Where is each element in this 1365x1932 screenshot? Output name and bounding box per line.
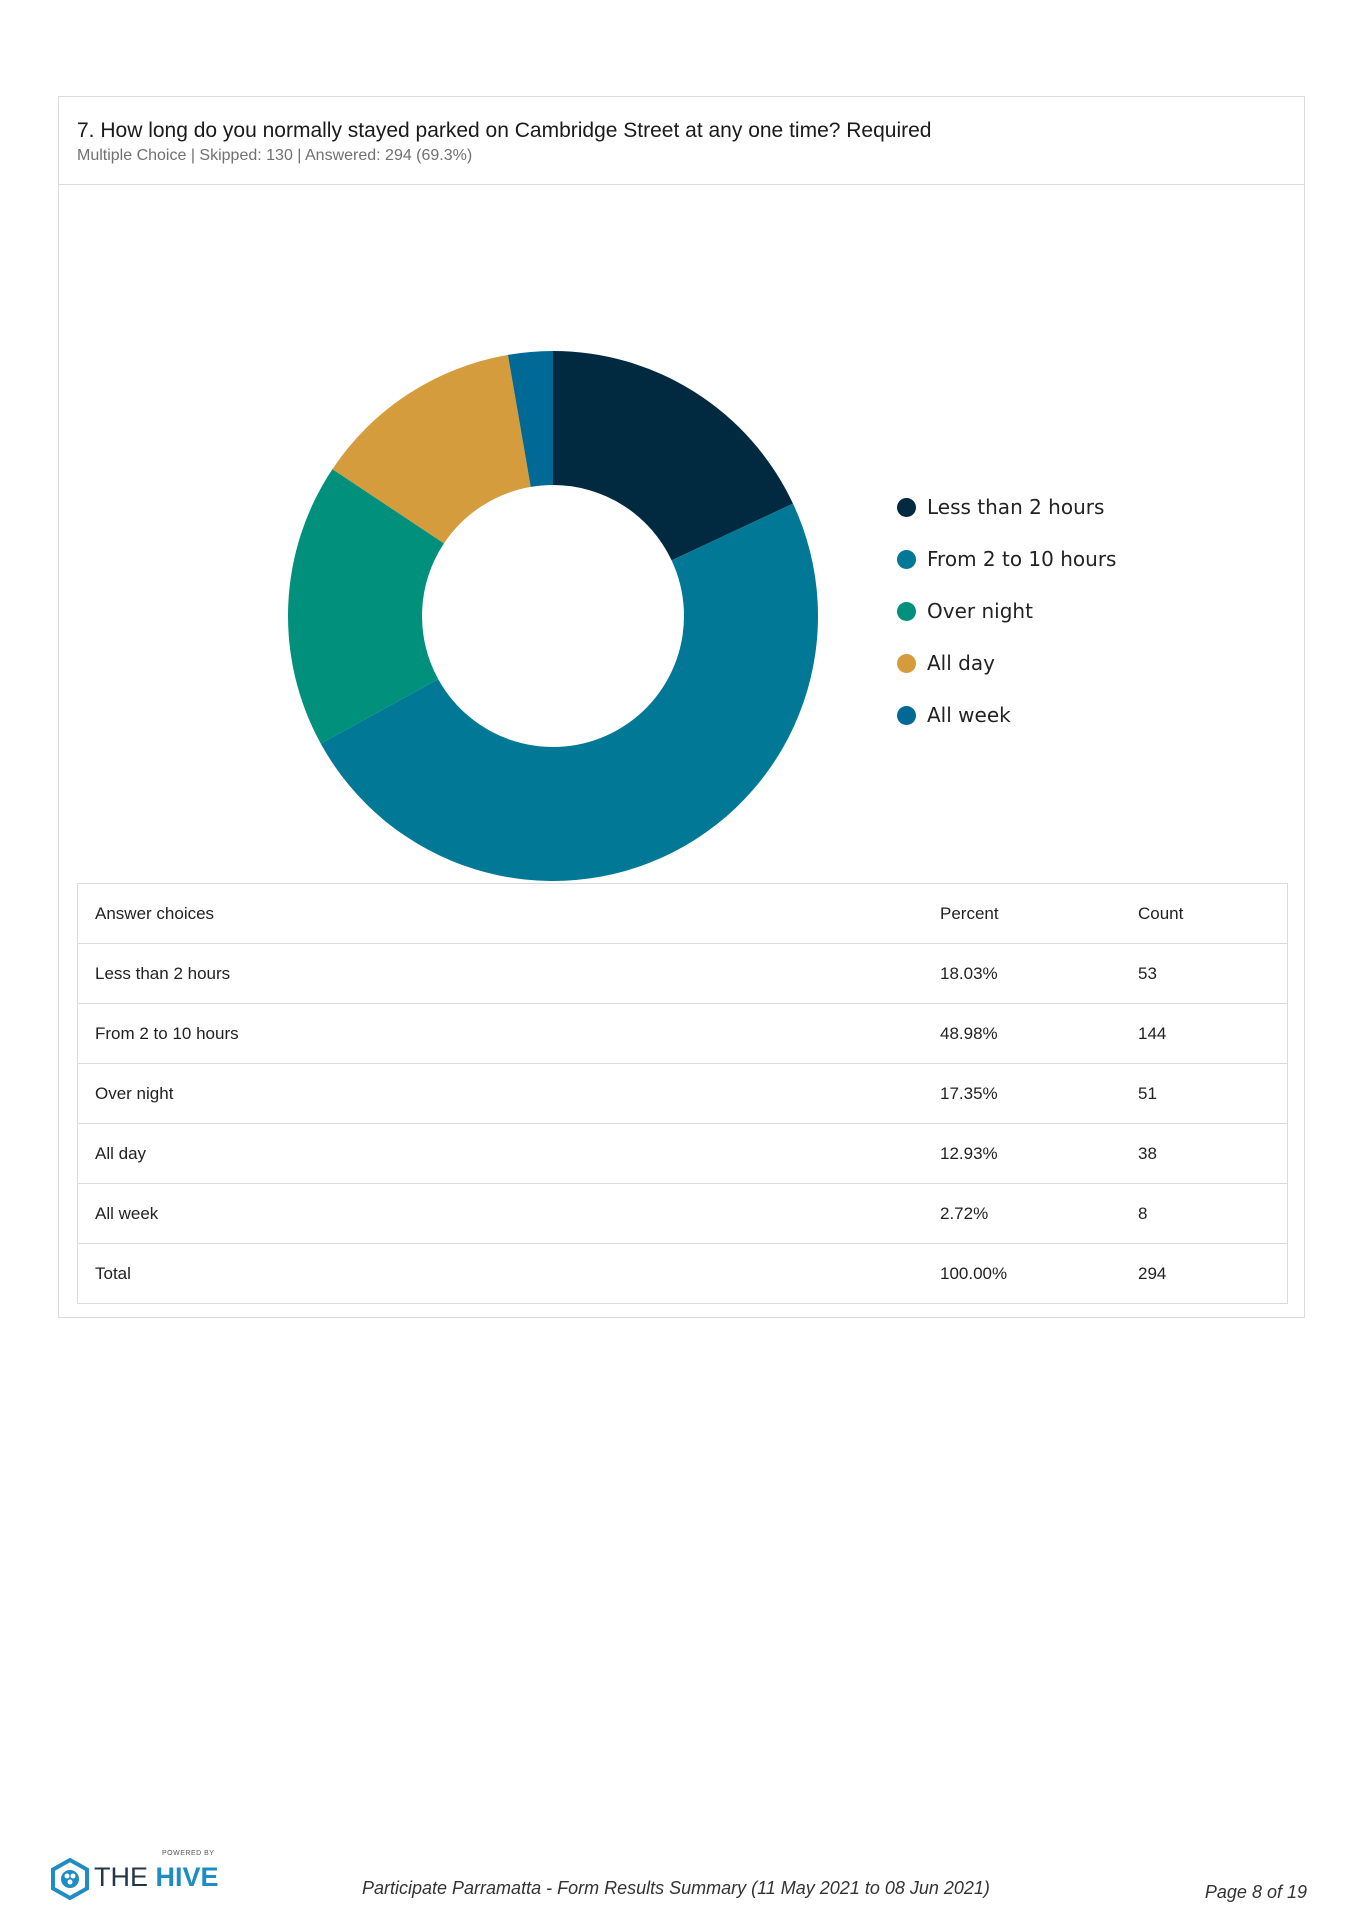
legend-dot-icon <box>897 550 916 569</box>
legend-label: Over night <box>927 599 1033 623</box>
row-percent: 18.03% <box>923 943 1121 1004</box>
legend-dot-icon <box>897 706 916 725</box>
table-row: All week 2.72% 8 <box>77 1183 1288 1244</box>
question-meta: Multiple Choice | Skipped: 130 | Answere… <box>77 147 473 164</box>
donut-chart: Less than 2 hours From 2 to 10 hours Over … <box>59 185 1304 885</box>
table-row: From 2 to 10 hours 48.98% 144 <box>77 1003 1288 1064</box>
hive-logo: POWERED BY THE HIVE <box>50 1850 220 1900</box>
row-choice: Less than 2 hours <box>77 943 923 1004</box>
table-row: All day 12.93% 38 <box>77 1123 1288 1184</box>
donut-slice-over-night <box>287 469 444 744</box>
total-count: 294 <box>1138 1263 1167 1283</box>
page-footer: POWERED BY THE HIVE Participate Parramat… <box>0 1850 1365 1910</box>
table-total-row: Total 100.00% 294 <box>78 1244 1288 1304</box>
row-percent: 48.98% <box>923 1003 1121 1064</box>
logo-the: THE <box>94 1862 148 1892</box>
footer-page-number: Page 8 of 19 <box>1204 1882 1307 1902</box>
legend-label: From 2 to 10 hours <box>927 547 1117 571</box>
donut-slice-less-than-2-hours <box>553 351 793 561</box>
row-choice: From 2 to 10 hours <box>77 1003 923 1064</box>
results-table: Answer choices Percent Count Less than 2… <box>77 883 1288 1304</box>
legend-dot-icon <box>897 602 916 621</box>
row-choice: All day <box>77 1123 923 1184</box>
table-row: Less than 2 hours 18.03% 53 <box>77 943 1288 1004</box>
legend-label: All week <box>927 703 1011 727</box>
legend-dot-icon <box>897 498 916 517</box>
legend-label: All day <box>927 651 995 675</box>
header-answer-choices: Answer choices <box>77 883 923 944</box>
row-count: 8 <box>1121 1183 1288 1244</box>
row-choice: All week <box>77 1183 923 1244</box>
question-title: 7. How long do you normally stayed parke… <box>77 119 932 142</box>
table-row: Over night 17.35% 51 <box>77 1063 1288 1124</box>
logo-powered-by: POWERED BY <box>162 1850 215 1857</box>
row-count: 53 <box>1121 943 1288 1004</box>
total-label: Total <box>95 1263 131 1283</box>
row-count: 38 <box>1121 1123 1288 1184</box>
donut-slice-from-2-to-10-hours <box>320 503 819 882</box>
footer-report-title: Participate Parramatta - Form Results Su… <box>362 1878 990 1898</box>
row-count: 144 <box>1121 1003 1288 1064</box>
logo-wordmark: THE HIVE <box>94 1862 219 1893</box>
donut-slice-all-week <box>507 351 553 487</box>
legend-label: Less than 2 hours <box>927 495 1105 519</box>
header-percent: Percent <box>923 883 1121 944</box>
row-count: 51 <box>1121 1063 1288 1124</box>
row-choice: Over night <box>77 1063 923 1124</box>
question-card: 7. How long do you normally stayed parke… <box>58 96 1305 1318</box>
logo-hive: HIVE <box>155 1862 219 1892</box>
row-percent: 12.93% <box>923 1123 1121 1184</box>
row-percent: 2.72% <box>923 1183 1121 1244</box>
question-header: 7. How long do you normally stayed parke… <box>59 97 1304 185</box>
row-percent: 17.35% <box>923 1063 1121 1124</box>
donut-chart-svg <box>287 351 819 882</box>
header-count: Count <box>1121 883 1288 944</box>
donut-slice-all-day <box>332 354 531 544</box>
hive-hexagon-icon <box>51 1858 89 1900</box>
table-header-row: Answer choices Percent Count <box>77 883 1288 944</box>
total-percent: 100.00% <box>940 1263 1008 1283</box>
legend-dot-icon <box>897 654 916 673</box>
